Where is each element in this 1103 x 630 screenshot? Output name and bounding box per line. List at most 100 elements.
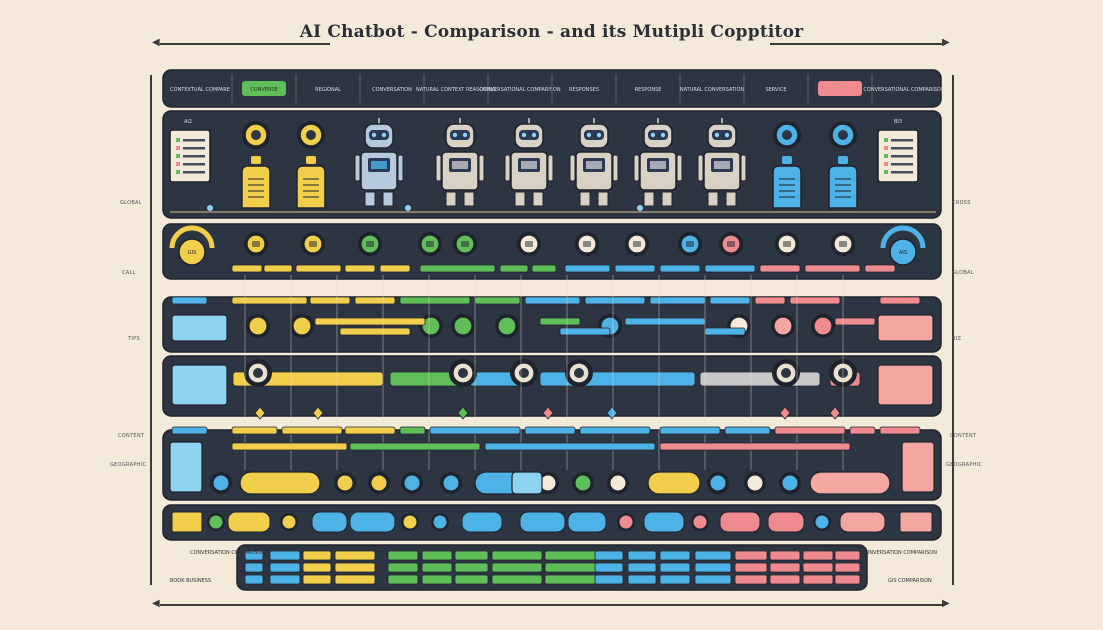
grid-cell-16-2: [834, 574, 861, 585]
row2-pill-1: [263, 264, 293, 273]
row1-icon-6-arm-l: [633, 154, 640, 182]
grid-cell-13-2: [734, 574, 768, 585]
row3-card-left: [171, 314, 228, 342]
row1-icon-4-leg-r: [532, 191, 544, 207]
row2-pill-10: [659, 264, 701, 273]
margin-left-3: CONTENT: [118, 433, 145, 439]
row2-badge-7-glyph: [633, 241, 641, 247]
left-checklist-card-check-4: [176, 170, 180, 174]
grid-cell-1-2: [269, 574, 301, 585]
grid-cell-10-2: [627, 574, 657, 585]
row2-pill-2: [295, 264, 342, 273]
margin-left-2: TIPS: [128, 336, 140, 342]
grid-cell-3-2: [334, 574, 376, 585]
row5-badge-2: [370, 474, 388, 492]
row6-pill-10: [567, 511, 607, 533]
row1-icon-1-center: [306, 130, 316, 140]
grid-cell-2-2: [302, 574, 332, 585]
grid-cell-4-2: [387, 574, 419, 585]
left-checklist-card-line-2: [183, 155, 205, 158]
row1-icon-3-eye-l: [452, 132, 458, 138]
row1-icon-8-tag: [782, 156, 792, 164]
left-checklist-card-check-0: [176, 138, 180, 142]
grid-cell-3-0: [334, 550, 376, 561]
row2-pill-14: [864, 264, 896, 273]
right-checklist-card-check-4: [884, 170, 888, 174]
row1-icon-2-eye-r: [381, 132, 387, 138]
row3-badge-1: [292, 316, 312, 336]
header-label-11: CONVERSATIONAL COMPARISON: [863, 87, 944, 93]
row6-pill-17: [839, 511, 886, 533]
left-checklist-card-check-3: [176, 162, 180, 166]
bottom-arrow-left: ◀: [152, 598, 160, 609]
row3-strip-2: [309, 296, 351, 305]
row5-strip-7: [579, 426, 651, 435]
row2-badge-5-glyph: [525, 241, 533, 247]
row1-icon-2-arm-r: [397, 154, 404, 182]
grid-cell-9-0: [594, 550, 624, 561]
row1-icon-9-stripe-2: [835, 190, 851, 192]
row1-node-1: [405, 205, 411, 211]
row4-diamond-4: [606, 406, 618, 420]
grid-cell-10-1: [627, 562, 657, 573]
grid-cell-9-2: [594, 574, 624, 585]
margin-right-2: BIZ: [952, 336, 962, 342]
grid-cell-11-0: [659, 550, 691, 561]
row1-icon-8-stripe-3: [779, 196, 795, 198]
row5-card-right: [901, 441, 935, 493]
margin-right-4: GEOGRAPHIC: [946, 462, 983, 468]
row1-icon-7-arm-l: [697, 154, 704, 182]
row5-strip-b-3: [659, 442, 851, 451]
row1-right-label: BI3: [894, 119, 902, 125]
row4-badge-1-center: [458, 368, 468, 378]
row4-bar-5: [699, 371, 821, 387]
row5-badge-6: [574, 474, 592, 492]
row5-pill-2: [647, 471, 701, 495]
row1-icon-3-screen-glow: [452, 161, 468, 169]
row6-pill-15: [767, 511, 805, 533]
row5-strip-8: [659, 426, 721, 435]
row1-icon-3-leg-r: [463, 191, 475, 207]
header-label-2: REGIONAL: [315, 87, 341, 93]
footer-left-label: BOOK BUSINESS: [170, 578, 212, 584]
row2-badge-8-glyph: [686, 241, 694, 247]
row5-badge-10: [781, 474, 799, 492]
row1-icon-3-arm-l: [435, 154, 442, 182]
row1-icon-0-body: [241, 165, 271, 209]
margin-left-1: CALL: [122, 270, 136, 276]
header-pill-1: [242, 81, 286, 96]
row5-pill-0: [239, 471, 321, 495]
row1-icon-9-stripe-0: [835, 178, 851, 180]
title-rule-left: [160, 43, 330, 45]
grid-cell-4-0: [387, 550, 419, 561]
row3-strip-11: [789, 296, 841, 305]
row1-icon-5-visor: [584, 130, 604, 140]
grid-cell-6-2: [454, 574, 489, 585]
row1-icon-7-eye-l: [714, 132, 720, 138]
row6-pill-5: [349, 511, 396, 533]
row1-icon-4-visor: [519, 130, 539, 140]
row3-badge-7: [773, 316, 793, 336]
row1-icon-5-arm-l: [569, 154, 576, 182]
row4-diamond-3: [542, 406, 554, 420]
row2-gauge-right-label: AIS: [899, 250, 907, 256]
row1-icon-5-leg-r: [597, 191, 609, 207]
grid-cell-1-1: [269, 562, 301, 573]
bottom-rule: [160, 604, 945, 606]
row4-bar-4: [574, 371, 696, 387]
row5-strip-1: [231, 426, 278, 435]
title-arrow-right: ▶: [942, 37, 950, 48]
row1-icon-8-stripe-0: [779, 178, 795, 180]
frame-right: [952, 75, 954, 585]
header-label-6: RESPONSES: [569, 87, 599, 93]
row1-icon-4-eye-l: [521, 132, 527, 138]
row1-icon-9-stripe-3: [835, 196, 851, 198]
row3-strip-0: [171, 296, 208, 305]
row6-pill-2: [227, 511, 271, 533]
grid-cell-2-0: [302, 550, 332, 561]
footer-right-label: GIS COMPARISON: [888, 578, 932, 584]
row2-gauge-left-disc: [178, 238, 206, 266]
footer-left-note: CONVERSATION COMPARISON: [190, 550, 265, 556]
margin-right-3: CONTENT: [950, 433, 977, 439]
